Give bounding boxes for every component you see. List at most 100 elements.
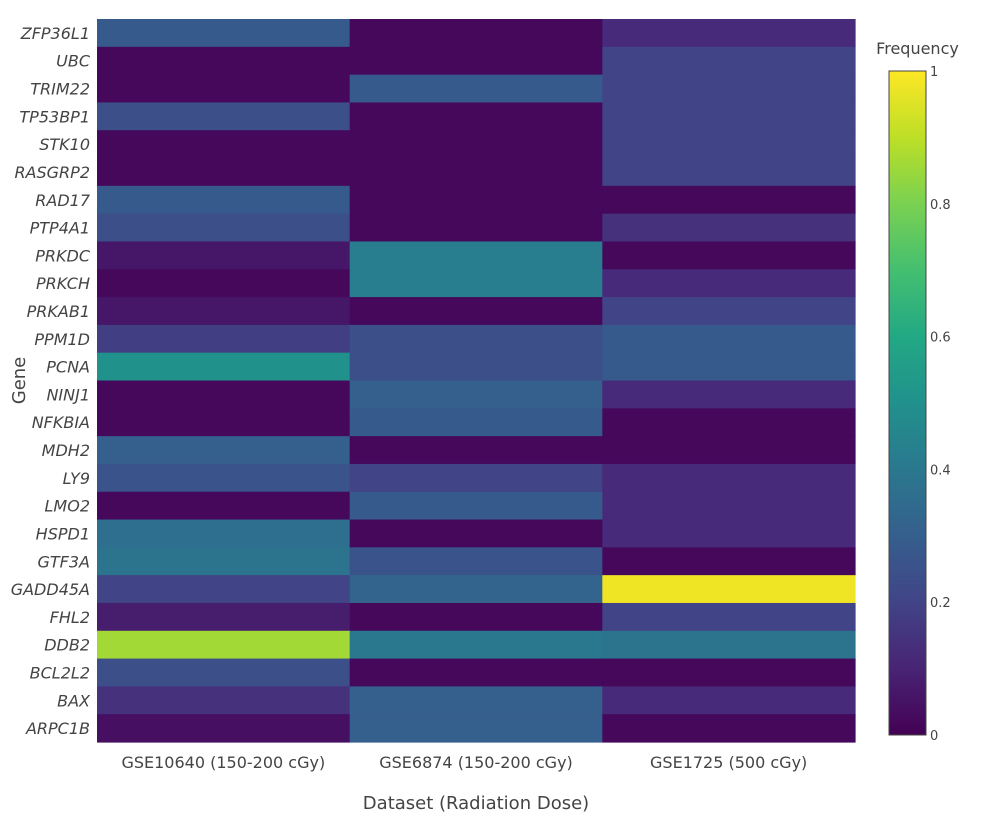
heatmap-cell	[349, 352, 603, 382]
heatmap-cell	[602, 297, 856, 326]
heatmap-cells	[97, 19, 856, 743]
y-tick-label: TRIM22	[30, 80, 90, 99]
heatmap-cell	[97, 380, 351, 409]
heatmap-cell	[349, 491, 603, 521]
y-tick-label: ZFP36L1	[20, 24, 90, 43]
heatmap-cell	[349, 630, 603, 660]
colorbar-tick-label: 0.6	[930, 331, 951, 346]
y-tick-label: PPM1D	[34, 330, 90, 349]
heatmap-cell	[349, 74, 603, 104]
y-tick-label: BAX	[57, 691, 91, 710]
heatmap-cell	[97, 324, 351, 354]
heatmap-cell	[349, 241, 603, 270]
colorbar-tick-label: 0.4	[930, 463, 951, 478]
heatmap-cell	[349, 602, 603, 632]
y-tick-label: LY9	[63, 469, 90, 488]
y-tick-label: RASGRP2	[14, 163, 90, 182]
heatmap-cell	[97, 686, 351, 715]
y-tick-labels: ZFP36L1 UBC TRIM22 TP53BP1 STK10 RASGRP2 RAD17…	[11, 24, 91, 738]
heatmap-cell	[602, 158, 856, 187]
colorbar-tick-label: 0	[930, 729, 938, 744]
x-tick-label: GSE10640 (150-200 cGy)	[121, 753, 325, 772]
y-tick-label: PRKAB1	[27, 302, 90, 321]
heatmap-cell	[97, 630, 351, 660]
x-tick-labels: GSE10640 (150-200 cGy) GSE6874 (150-200 c…	[121, 753, 807, 772]
heatmap-cell	[97, 602, 351, 632]
y-tick-label: UBC	[56, 52, 91, 71]
heatmap-cell	[97, 408, 351, 437]
y-tick-label: GTF3A	[38, 552, 91, 571]
heatmap-cell	[349, 436, 603, 465]
y-tick-label: LMO2	[45, 497, 91, 516]
heatmap-cell	[602, 602, 856, 632]
heatmap-cell	[349, 158, 603, 187]
y-tick-label: DDB2	[44, 636, 90, 655]
y-tick-label: NFKBIA	[32, 413, 90, 432]
colorbar-tick-label: 0.2	[930, 596, 951, 611]
heatmap-cell	[602, 686, 856, 715]
x-axis-title: Dataset (Radiation Dose)	[363, 793, 589, 814]
heatmap-cell	[349, 714, 603, 743]
y-tick-label: PRKDC	[35, 246, 91, 265]
heatmap-cell	[602, 630, 856, 660]
heatmap-cell	[349, 46, 603, 76]
heatmap-cell	[97, 297, 351, 326]
y-tick-label: STK10	[39, 135, 90, 154]
y-tick-label: BCL2L2	[30, 663, 90, 682]
heatmap-cell	[349, 19, 603, 48]
heatmap-cell	[349, 297, 603, 326]
y-tick-label: ARPC1B	[25, 719, 90, 738]
heatmap-cell	[602, 46, 856, 76]
heatmap-cell	[349, 463, 603, 493]
heatmap-cell	[602, 130, 856, 159]
heatmap-cell	[97, 547, 351, 576]
heatmap-cell	[602, 241, 856, 270]
heatmap-cell	[602, 575, 856, 604]
heatmap-cell	[349, 547, 603, 576]
heatmap-cell	[602, 380, 856, 409]
heatmap-cell	[349, 130, 603, 159]
heatmap-cell	[349, 269, 603, 298]
heatmap-cell	[602, 491, 856, 521]
y-tick-label: PRKCH	[36, 274, 90, 293]
heatmap-cell	[602, 714, 856, 743]
heatmap-cell	[602, 436, 856, 465]
heatmap-cell	[97, 46, 351, 76]
y-tick-label: HSPD1	[36, 524, 90, 543]
heatmap-cell	[602, 324, 856, 354]
colorbar-title: Frequency	[876, 39, 959, 58]
y-tick-label: NINJ1	[46, 385, 90, 404]
heatmap-cell	[97, 269, 351, 298]
heatmap-cell	[97, 714, 351, 743]
heatmap-cell	[602, 352, 856, 382]
heatmap-cell	[602, 102, 856, 131]
heatmap-cell	[97, 19, 351, 48]
heatmap-cell	[349, 185, 603, 215]
heatmap-cell	[97, 102, 351, 131]
colorbar-tick-label: 0.8	[930, 198, 951, 213]
y-axis-title: Gene	[9, 357, 30, 405]
heatmap-cell	[97, 519, 351, 548]
heatmap-cell	[97, 491, 351, 521]
heatmap-cell	[97, 575, 351, 604]
heatmap-cell	[349, 658, 603, 687]
x-tick-label: GSE6874 (150-200 cGy)	[379, 753, 573, 772]
y-tick-label: PTP4A1	[30, 219, 90, 238]
y-tick-label: TP53BP1	[19, 107, 90, 126]
heatmap-cell	[349, 213, 603, 243]
heatmap-cell	[97, 185, 351, 215]
heatmap-cell	[602, 185, 856, 215]
heatmap-cell	[602, 269, 856, 298]
heatmap-cell	[97, 436, 351, 465]
heatmap-cell	[602, 19, 856, 48]
heatmap-cell	[349, 519, 603, 548]
heatmap-cell	[602, 408, 856, 437]
heatmap-cell	[349, 686, 603, 715]
heatmap-cell	[97, 158, 351, 187]
y-tick-label: GADD45A	[11, 580, 90, 599]
y-tick-label: RAD17	[35, 191, 91, 210]
heatmap-cell	[349, 102, 603, 131]
x-tick-label: GSE1725 (500 cGy)	[650, 753, 807, 772]
